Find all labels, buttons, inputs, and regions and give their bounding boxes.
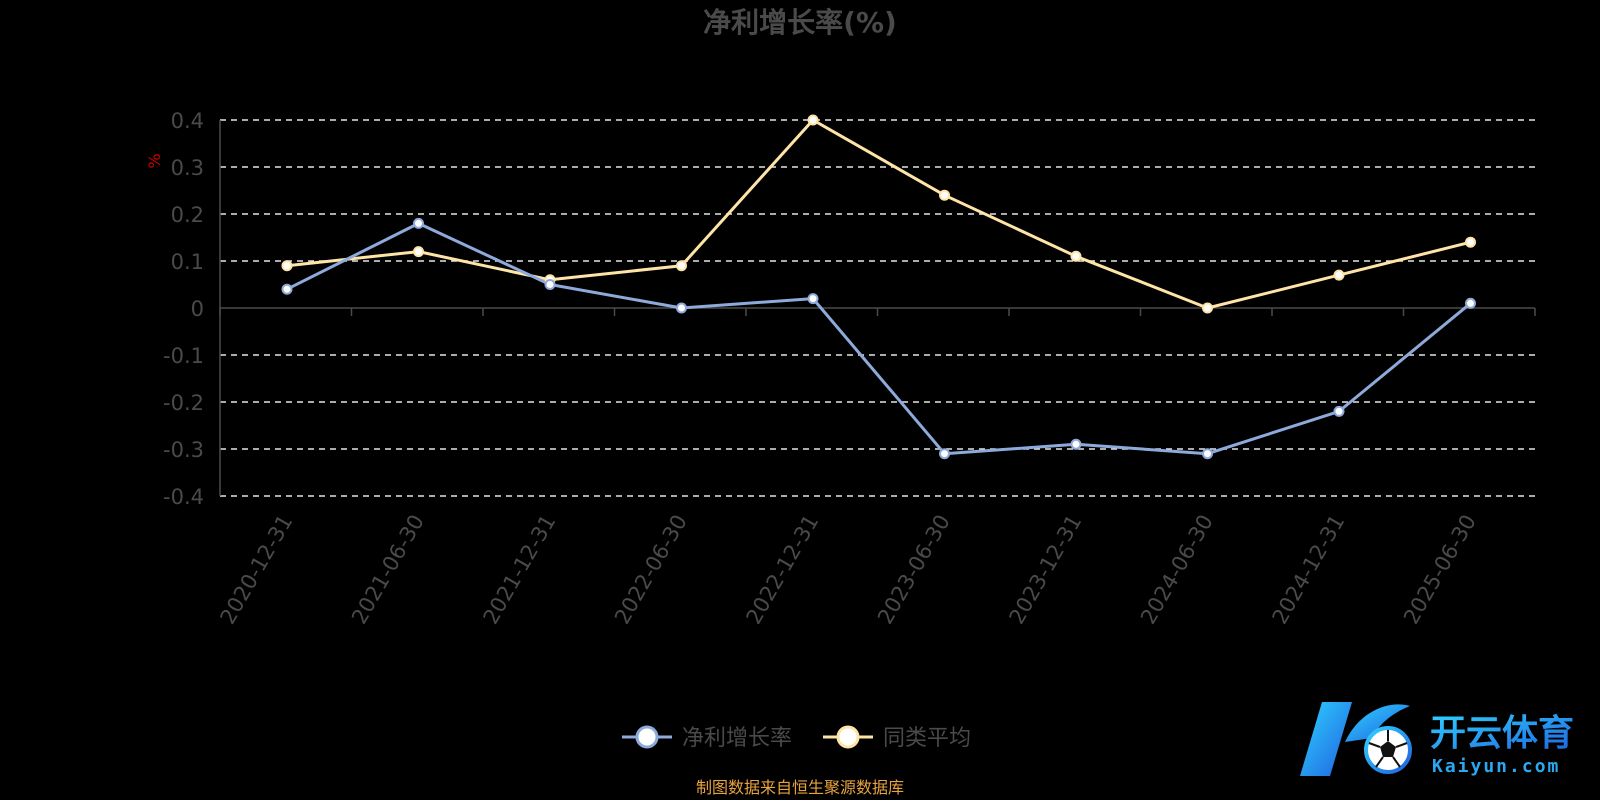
y-tick-label: 0.4 [171,109,204,133]
data-point-peer-average[interactable] [1070,250,1082,262]
data-point-peer-average[interactable] [413,246,424,258]
legend-marker-net-profit-growth [635,725,659,749]
chart-title: 净利增长率(%) [703,6,897,39]
x-tick-label: 2022-06-30 [610,511,692,629]
watermark-logo: 开云体育 Kaiyun.com [1300,702,1574,777]
data-source-note: 制图数据来自恒生聚源数据库 [696,778,904,797]
y-tick-label: -0.2 [163,391,204,415]
legend-label-peer-average: 同类平均 [883,726,971,751]
legend-marker-peer-average [836,725,860,749]
series-line-peer-average [286,118,1471,310]
x-tick-label: 2020-12-31 [216,511,298,629]
y-tick-label: -0.3 [163,438,204,462]
x-tick-label: 2024-06-30 [1136,511,1218,629]
data-point-net-profit-growth[interactable] [413,217,424,229]
data-point-net-profit-growth[interactable] [807,293,819,305]
series-lines [286,118,1472,456]
axes [219,120,1536,496]
data-point-peer-average[interactable] [939,189,950,201]
legend: 净利增长率 同类平均 [622,725,971,751]
data-point-peer-average[interactable] [1333,269,1345,281]
legend-label-net-profit-growth: 净利增长率 [682,726,792,751]
soccer-ball-logo-icon [1300,702,1412,776]
data-point-peer-average[interactable] [281,260,293,272]
y-tick-label: 0.1 [171,250,204,274]
x-tick-label: 2025-06-30 [1399,511,1481,629]
data-point-peer-average[interactable] [807,114,819,126]
data-point-net-profit-growth[interactable] [1465,297,1476,309]
watermark-cn-text: 开云体育 [1430,713,1574,754]
data-point-net-profit-growth[interactable] [676,302,687,314]
y-tick-label: -0.1 [163,344,204,368]
y-tick-label: -0.4 [163,485,204,509]
y-axis-unit-label: % [145,153,164,168]
x-tick-label: 2021-12-31 [479,511,561,629]
x-tick-label: 2021-06-30 [347,511,429,629]
series-line-net-profit-growth [286,221,1472,456]
data-point-net-profit-growth[interactable] [1333,405,1345,417]
series-points [281,114,1476,460]
data-point-net-profit-growth[interactable] [544,279,556,290]
data-point-peer-average[interactable] [1202,302,1213,314]
y-tick-label: 0.3 [171,156,204,180]
x-tick-label: 2024-12-31 [1268,511,1350,629]
x-tick-label: 2023-12-31 [1005,511,1087,629]
watermark-en-text: Kaiyun.com [1432,756,1560,777]
x-tick-label: 2022-12-31 [742,511,824,629]
data-point-net-profit-growth[interactable] [1202,448,1213,460]
data-point-net-profit-growth[interactable] [281,283,293,295]
legend-item-net-profit-growth[interactable]: 净利增长率 [622,725,792,751]
data-point-peer-average[interactable] [1465,236,1476,248]
y-tick-label: 0 [191,297,204,321]
x-tick-labels: 2020-12-31 2021-06-30 2021-12-31 2022-06-30… [216,511,1481,629]
y-tick-labels: 0.4 0.3 0.2 0.1 0 -0.1 -0.2 -0.3 -0.4 [163,109,204,509]
data-point-net-profit-growth[interactable] [1070,438,1082,450]
x-tick-label: 2023-06-30 [873,511,955,629]
y-tick-label: 0.2 [171,203,204,227]
legend-item-peer-average[interactable]: 同类平均 [823,725,971,751]
data-point-peer-average[interactable] [676,260,687,272]
data-point-net-profit-growth[interactable] [939,448,950,460]
